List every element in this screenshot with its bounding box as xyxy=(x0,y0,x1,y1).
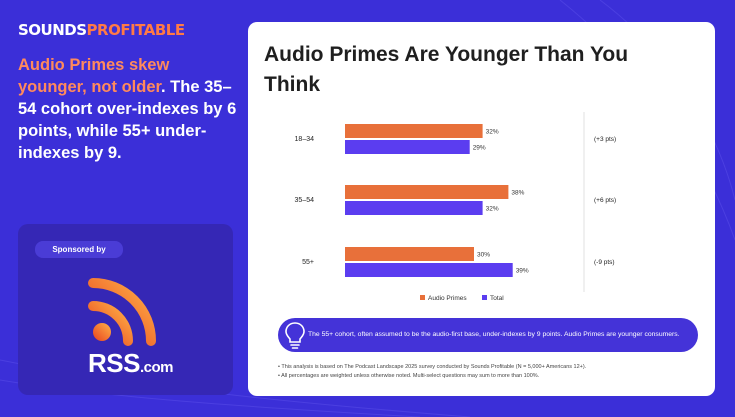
legend-label: Audio Primes xyxy=(428,295,467,302)
legend-label: Total xyxy=(490,295,504,302)
data-label: 32% xyxy=(486,206,499,213)
callout-text: The 55+ cohort, often assumed to be the … xyxy=(308,331,680,338)
bar-chart: 18–34 32% 29% (+3 pts) 35–54 38% 32% (+6 pts) 55… xyxy=(295,112,616,302)
legend-swatch xyxy=(420,295,425,300)
sounds-profitable-logo: SOUNDSPROFITABLE xyxy=(18,21,185,39)
footnotes: This analysis is based on The Podcast La… xyxy=(278,363,698,381)
rss-logo-text: RSS.com xyxy=(88,348,173,379)
lightbulb-icon xyxy=(285,322,305,349)
headline-highlight: Audio Primes skew younger, not older xyxy=(18,56,170,96)
data-label: 38% xyxy=(511,190,524,197)
data-label: 30% xyxy=(477,252,490,259)
category-label: 18–34 xyxy=(295,136,315,143)
bar-audio-primes xyxy=(345,124,483,138)
bar-total xyxy=(345,201,483,215)
legend-swatch xyxy=(482,295,487,300)
data-label: 29% xyxy=(473,145,486,152)
sponsor-panel: Sponsored by RSS.com xyxy=(18,224,233,395)
difference-label: (-9 pts) xyxy=(594,259,615,266)
difference-label: (+3 pts) xyxy=(594,136,616,143)
callout-box: The 55+ cohort, often assumed to be the … xyxy=(278,318,698,352)
chart-title: Audio Primes Are Younger Than You Think xyxy=(264,43,629,96)
rss-logo-main: RSS xyxy=(88,348,140,378)
bar-total xyxy=(345,263,513,277)
footnote-2: All percentages are weighted unless othe… xyxy=(278,372,698,381)
headline-rest: . The 35–54 cohort over-indexes by 6 poi… xyxy=(18,78,237,162)
sponsored-by-label: Sponsored by xyxy=(35,241,123,258)
rss-icon xyxy=(88,278,156,346)
difference-label: (+6 pts) xyxy=(594,197,616,204)
bar-audio-primes xyxy=(345,185,509,199)
category-label: 55+ xyxy=(302,259,314,266)
headline: Audio Primes skew younger, not older. Th… xyxy=(18,54,238,164)
data-label: 39% xyxy=(516,268,529,275)
category-label: 35–54 xyxy=(295,197,315,204)
logo-part-1: SOUNDS xyxy=(18,21,87,39)
logo-part-2: PROFITABLE xyxy=(86,21,186,39)
data-label: 32% xyxy=(486,129,499,136)
rss-logo-suffix: .com xyxy=(139,359,174,376)
footnote-1: This analysis is based on The Podcast La… xyxy=(278,363,698,372)
bar-audio-primes xyxy=(345,247,474,261)
chart-card: Audio Primes Are Younger Than You Think … xyxy=(248,22,715,396)
bar-total xyxy=(345,140,470,154)
